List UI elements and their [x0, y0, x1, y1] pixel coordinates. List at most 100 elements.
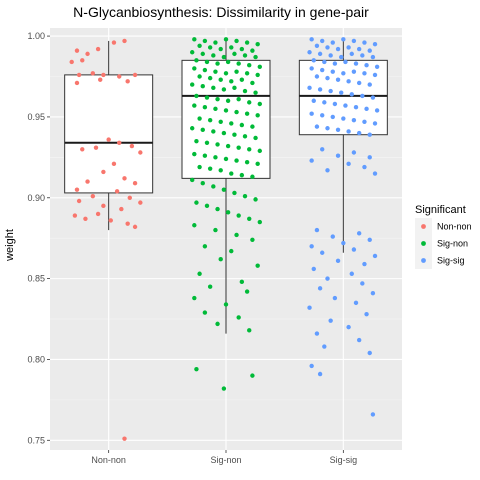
data-point: [250, 174, 255, 179]
data-point: [215, 142, 220, 147]
data-point: [356, 337, 362, 343]
data-point: [194, 138, 199, 144]
data-point: [111, 161, 117, 167]
data-point: [322, 344, 327, 349]
data-point: [197, 74, 202, 79]
chart-title: N-Glycanbiosynthesis: Dissimilarity in g…: [73, 4, 369, 20]
data-point: [122, 38, 127, 44]
data-point: [207, 117, 213, 123]
data-point: [255, 263, 260, 268]
data-point: [200, 84, 205, 89]
data-point: [90, 193, 96, 199]
data-point: [242, 134, 248, 139]
data-point: [194, 58, 199, 63]
data-point: [351, 117, 357, 123]
data-point: [335, 153, 341, 158]
data-point: [225, 210, 231, 215]
data-point: [309, 111, 314, 116]
data-point: [76, 72, 82, 78]
data-point: [211, 53, 216, 58]
data-point: [250, 80, 255, 86]
data-point: [255, 41, 260, 47]
data-point: [204, 203, 210, 209]
data-point: [229, 171, 234, 176]
data-point: [232, 51, 237, 57]
data-point: [234, 232, 239, 238]
data-point: [74, 80, 80, 86]
y-tick-label: 0.75: [27, 435, 45, 445]
data-point: [244, 71, 250, 76]
data-point: [360, 53, 365, 58]
data-point: [207, 166, 213, 171]
legend: Significant Non-non Sig-non Sig-sig: [415, 204, 472, 269]
data-point: [207, 284, 213, 289]
data-point: [221, 54, 227, 60]
data-point: [332, 101, 338, 107]
data-point: [343, 59, 348, 65]
data-point: [95, 211, 101, 217]
data-point: [247, 147, 252, 152]
data-point: [101, 169, 106, 175]
data-point: [257, 148, 262, 154]
box-non-non: [64, 74, 154, 194]
data-point: [234, 109, 239, 115]
data-point: [221, 130, 227, 136]
data-point: [80, 58, 85, 63]
data-point: [341, 240, 346, 246]
data-point: [314, 74, 320, 79]
data-point: [223, 71, 229, 76]
data-point: [125, 79, 130, 84]
data-point: [211, 184, 216, 189]
data-point: [95, 46, 101, 52]
data-point: [250, 237, 255, 243]
data-point: [253, 54, 258, 60]
data-point: [372, 41, 378, 47]
data-point: [360, 281, 365, 286]
data-point: [114, 189, 120, 194]
data-point: [372, 171, 378, 176]
data-point: [215, 206, 220, 212]
data-point: [239, 77, 245, 82]
data-point: [309, 244, 314, 249]
data-point: [253, 197, 258, 202]
data-point: [367, 132, 372, 137]
data-point: [367, 237, 372, 243]
data-point: [223, 37, 229, 42]
data-point: [225, 59, 231, 65]
data-point: [367, 350, 372, 356]
data-point: [190, 177, 195, 183]
data-point: [311, 98, 316, 103]
data-point: [374, 64, 380, 70]
data-point: [132, 181, 138, 186]
data-point: [257, 64, 262, 70]
data-point: [370, 412, 376, 417]
data-point: [229, 121, 234, 126]
data-point: [255, 72, 260, 78]
data-point: [236, 145, 241, 150]
data-point: [202, 153, 208, 158]
data-point: [215, 321, 220, 327]
data-point: [349, 92, 354, 97]
data-point: [194, 93, 199, 99]
data-point: [372, 121, 378, 126]
data-point: [72, 213, 78, 218]
data-point: [223, 108, 229, 113]
data-point: [346, 45, 351, 50]
data-point: [356, 231, 362, 236]
data-point: [80, 147, 85, 152]
data-point: [307, 85, 312, 91]
data-point: [122, 436, 127, 441]
data-point: [351, 150, 357, 155]
data-point: [325, 276, 330, 281]
data-point: [239, 46, 245, 52]
data-point: [117, 140, 122, 145]
data-point: [197, 164, 202, 170]
data-point: [362, 261, 367, 267]
data-point: [90, 71, 96, 76]
data-point: [211, 129, 216, 134]
data-point: [122, 176, 127, 181]
data-point: [370, 95, 376, 100]
data-point: [360, 93, 365, 99]
data-point: [200, 181, 205, 186]
